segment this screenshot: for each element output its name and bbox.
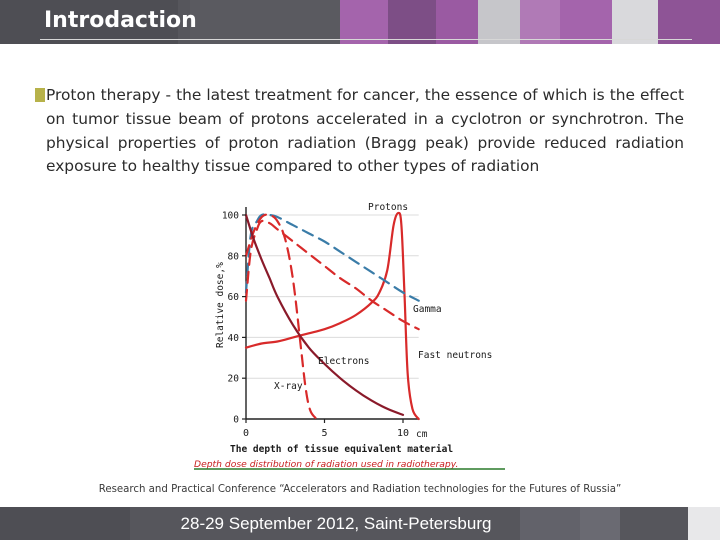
slide-title: Introdaction (44, 8, 197, 33)
chart-background (192, 190, 514, 475)
slide-footer: 28-29 September 2012, Saint-Petersburg (0, 507, 720, 540)
x-tick-label: 5 (321, 428, 327, 439)
y-axis-title: Relative dose,% (215, 262, 226, 348)
y-tick-label: 100 (222, 211, 239, 222)
header-decor-block (436, 0, 478, 44)
header-decor-block (520, 0, 560, 44)
legend-xray-label: X-ray (274, 381, 303, 392)
series-line-gamma (244, 213, 420, 302)
header-decor-block (658, 0, 720, 44)
header-decor-block (0, 0, 178, 44)
y-tick-label: 0 (233, 415, 239, 426)
x-tick-label: 10 (397, 428, 409, 439)
chart-series (244, 211, 420, 421)
legend-protons-label: Protons (368, 202, 408, 213)
series-line-electrons (244, 213, 318, 421)
bullet-marker (35, 88, 45, 102)
y-tick-label: 60 (228, 292, 240, 303)
intro-paragraph: Proton therapy - the latest treatment fo… (46, 86, 684, 176)
footer-decor-block (688, 507, 720, 540)
slide-header: Introdaction (0, 0, 720, 44)
legend-electrons-label: Electrons (318, 356, 369, 367)
conference-note: Research and Practical Conference “Accel… (98, 484, 622, 495)
header-decor-block (612, 0, 658, 44)
series-line-protons (244, 211, 420, 421)
header-decor-block (478, 0, 520, 44)
header-decor-block (340, 0, 388, 44)
title-underline (40, 39, 692, 40)
legend-gamma-label: Gamma (413, 304, 442, 315)
footer-decor-block (0, 507, 130, 540)
header-decor-block (190, 0, 340, 44)
chart-labels: Protons Gamma Fast neutrons Electrons X-… (215, 202, 492, 455)
x-tick-label: 0 (243, 428, 249, 439)
y-tick-label: 20 (228, 374, 240, 385)
chart-axes (245, 207, 419, 420)
chart-caption: Depth dose distribution of radiation use… (194, 459, 458, 470)
footer-decor-block (580, 507, 620, 540)
legend-fast-neutrons-label: Fast neutrons (418, 350, 492, 361)
y-tick-label: 40 (228, 333, 240, 344)
y-tick-label: 80 (228, 251, 240, 262)
header-decor-block (560, 0, 612, 44)
series-line-fast-neutrons (244, 219, 420, 331)
chart-ticks: 0 20 40 60 80 100 0 5 10 (222, 211, 409, 440)
x-unit-label: cm (416, 429, 428, 440)
x-axis-title: The depth of tissue equivalent material (230, 444, 453, 455)
depth-dose-chart: 0 20 40 60 80 100 0 5 10 Protons Gamma Fast neut… (192, 190, 514, 475)
header-decor-block (388, 0, 436, 44)
event-date-location: 28-29 September 2012, Saint-Petersburg (180, 514, 492, 533)
series-line-x-ray (244, 213, 405, 416)
footer-decor-block (520, 507, 580, 540)
